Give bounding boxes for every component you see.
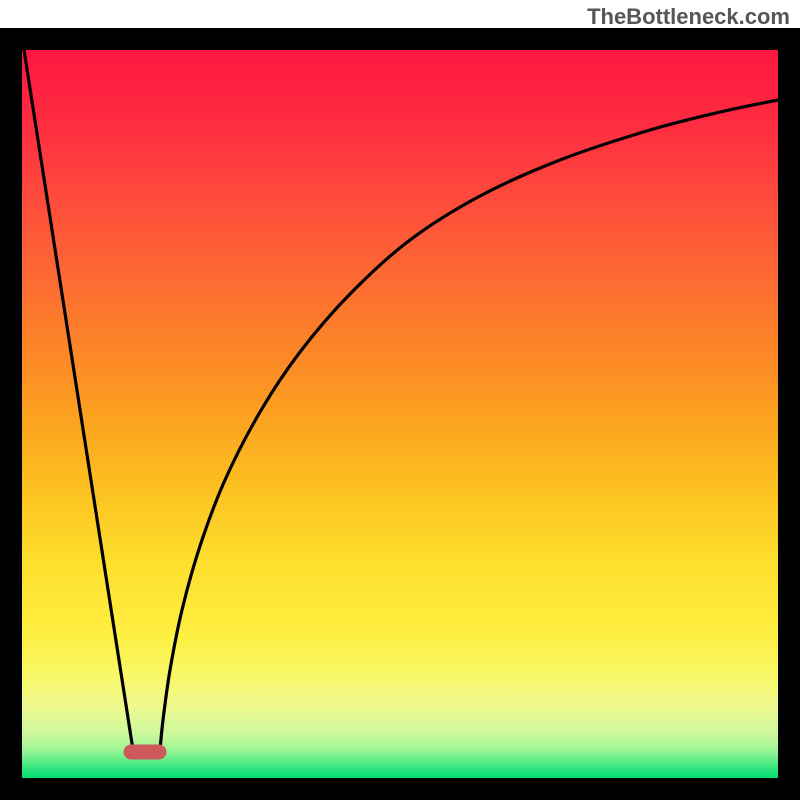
bottleneck-marker: [124, 745, 166, 759]
chart-svg: [0, 0, 800, 800]
watermark-text: TheBottleneck.com: [587, 4, 790, 30]
chart-container: TheBottleneck.com: [0, 0, 800, 800]
chart-background: [22, 50, 778, 778]
